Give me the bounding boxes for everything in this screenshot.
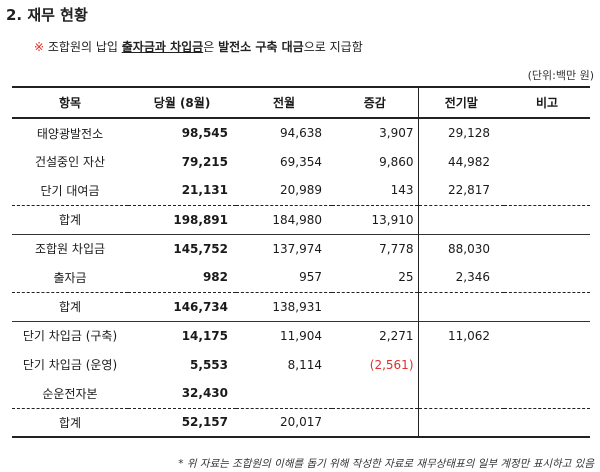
remarks-value	[504, 176, 590, 205]
previous-value: 138,931	[236, 291, 332, 322]
note-text-2: 은	[203, 40, 219, 54]
current-value: 5,553	[190, 357, 228, 372]
payment-note: ※ 조합원의 납입 출자금과 차입금은 발전소 구축 대금으로 지급함	[34, 38, 363, 55]
table-row: 순운전자본 32,430	[12, 379, 590, 408]
change-value: 7,778	[332, 234, 419, 263]
prior-end-value	[418, 350, 504, 379]
row-label: 단기 차입금 (운영)	[22, 358, 118, 372]
prior-end-value	[418, 379, 504, 408]
remarks-value	[504, 407, 590, 438]
prior-end-value	[418, 407, 504, 438]
remarks-value	[504, 147, 590, 176]
section-title: 2. 재무 현황	[6, 6, 88, 24]
prior-end-value: 2,346	[455, 270, 490, 285]
note-text-1: 조합원의 납입	[44, 40, 122, 54]
note-underlined: 출자금과 차입금	[121, 40, 204, 54]
current-value: 146,734	[128, 291, 236, 322]
prior-end-value	[418, 204, 504, 235]
previous-value: 20,017	[236, 407, 332, 438]
row-label: 합계	[12, 291, 128, 322]
current-value: 21,131	[181, 183, 228, 198]
row-label: 합계	[12, 204, 128, 235]
change-value: 3,907	[332, 118, 419, 147]
previous-value: 957	[299, 270, 322, 285]
row-label: 조합원 차입금	[34, 242, 106, 257]
prior-end-value: 44,982	[448, 154, 490, 169]
remarks-value	[504, 204, 590, 235]
change-value: 25	[332, 263, 419, 292]
previous-value: 20,989	[280, 183, 322, 198]
row-label: 태양광발전소	[36, 126, 104, 141]
row-label: 합계	[12, 407, 128, 438]
prior-end-value: 11,062	[448, 328, 490, 343]
table-row: 조합원 차입금 145,752 137,974 7,778 88,030	[12, 234, 590, 263]
prior-end-value: 22,817	[448, 183, 490, 198]
change-value: 2,271	[332, 321, 419, 350]
row-label: 순운전자본	[42, 386, 98, 401]
remarks-value	[504, 263, 590, 292]
previous-value: 94,638	[280, 126, 322, 140]
table-row: 단기 대여금 21,131 20,989 143 22,817	[12, 176, 590, 205]
remarks-value	[504, 379, 590, 408]
table-header-row: 항목 당월 (8월) 전월 증감 전기말 비고	[12, 86, 590, 119]
table-row-subtotal: 합계 146,734 138,931	[12, 291, 590, 322]
current-value: 982	[202, 270, 228, 285]
prior-end-value	[418, 291, 504, 322]
previous-value: 184,980	[236, 204, 332, 235]
change-value: 9,860	[332, 147, 419, 176]
note-bold: 발전소 구축 대금	[218, 40, 304, 54]
table-row: 태양광발전소 98,545 94,638 3,907 29,128	[12, 118, 590, 147]
current-value: 98,545	[181, 126, 228, 140]
note-text-3: 으로 지급함	[303, 40, 363, 54]
current-value: 52,157	[128, 407, 236, 438]
unit-label: (단위:백만 원)	[527, 69, 594, 82]
previous-value: 69,354	[280, 154, 322, 169]
current-value: 145,752	[173, 241, 228, 256]
row-label: 건설중인 자산	[34, 155, 106, 169]
change-value	[332, 407, 419, 438]
current-value: 14,175	[181, 328, 228, 343]
remarks-value	[504, 321, 590, 350]
current-value: 79,215	[181, 154, 228, 169]
previous-value: 8,114	[287, 357, 322, 372]
change-value-negative: (2,561)	[332, 350, 419, 379]
remarks-value	[504, 234, 590, 263]
table-row-total: 합계 52,157 20,017	[12, 407, 590, 438]
change-value: 143	[332, 176, 419, 205]
change-value: 13,910	[332, 204, 419, 235]
remarks-value	[504, 118, 590, 147]
current-value: 198,891	[128, 204, 236, 235]
note-mark: ※	[34, 40, 45, 54]
change-value	[332, 379, 419, 408]
footnote: * 위 자료는 조합원의 이해를 돕기 위해 작성한 자료로 재무상태표의 일부…	[178, 458, 594, 470]
table-row-subtotal: 합계 198,891 184,980 13,910	[12, 204, 590, 235]
header-item: 항목	[12, 86, 128, 119]
row-label: 단기 차입금 (구축)	[22, 329, 118, 344]
header-current-month: 당월 (8월)	[128, 86, 236, 119]
row-label: 출자금	[53, 270, 87, 285]
header-previous-month: 전월	[236, 86, 332, 119]
financial-table: 항목 당월 (8월) 전월 증감 전기말 비고 태양광발전소 98,545 94…	[12, 86, 590, 438]
current-value: 32,430	[181, 386, 228, 401]
previous-value: 137,974	[272, 241, 322, 256]
prior-end-value: 88,030	[448, 241, 490, 256]
table-row: 건설중인 자산 79,215 69,354 9,860 44,982	[12, 147, 590, 176]
prior-end-value: 29,128	[448, 126, 490, 140]
table-row: 출자금 982 957 25 2,346	[12, 263, 590, 292]
table-row: 단기 차입금 (운영) 5,553 8,114 (2,561)	[12, 350, 590, 379]
row-label: 단기 대여금	[40, 183, 100, 198]
header-prior-period-end: 전기말	[418, 86, 504, 119]
previous-value: 11,904	[280, 328, 322, 343]
header-change: 증감	[332, 86, 419, 119]
previous-value	[236, 379, 332, 408]
remarks-value	[504, 291, 590, 322]
header-remarks: 비고	[504, 86, 590, 119]
table-row: 단기 차입금 (구축) 14,175 11,904 2,271 11,062	[12, 321, 590, 350]
remarks-value	[504, 350, 590, 379]
change-value	[332, 291, 419, 322]
